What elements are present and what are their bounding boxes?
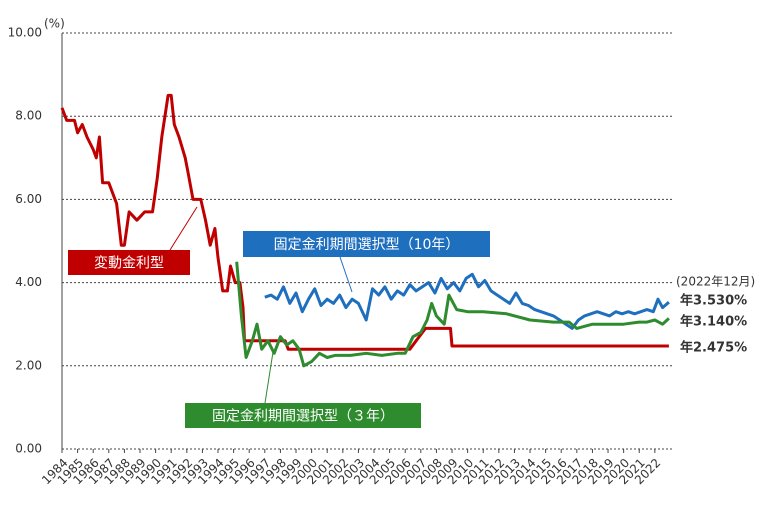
legend-box — [185, 403, 421, 428]
legend-label: 固定金利期間選択型（３年） — [212, 409, 394, 425]
series-line — [264, 272, 670, 330]
legend-box — [243, 231, 490, 257]
end-label: 年3.530% — [680, 293, 747, 309]
y-tick-label: 4.00 — [15, 275, 42, 289]
y-tick-label: 8.00 — [15, 109, 42, 123]
leader-line — [264, 351, 274, 404]
leader-line — [339, 256, 353, 293]
legend-label: 変動金利型 — [94, 255, 164, 272]
end-label: 年2.475% — [680, 340, 747, 356]
y-tick-label: 0.00 — [15, 442, 42, 456]
date-note: (2022年12月) — [676, 275, 755, 289]
y-tick-label: 6.00 — [15, 192, 42, 206]
end-label: 年3.140% — [680, 314, 747, 330]
y-tick-label: 10.00 — [8, 26, 42, 40]
series-line — [235, 261, 670, 368]
legend-label: 固定金利期間選択型（10年） — [274, 237, 460, 253]
series-line — [60, 93, 669, 351]
leader-line — [169, 206, 198, 251]
y-axis-label: (%) — [44, 17, 65, 31]
y-tick-label: 2.00 — [15, 358, 42, 372]
legend-box — [68, 250, 190, 275]
